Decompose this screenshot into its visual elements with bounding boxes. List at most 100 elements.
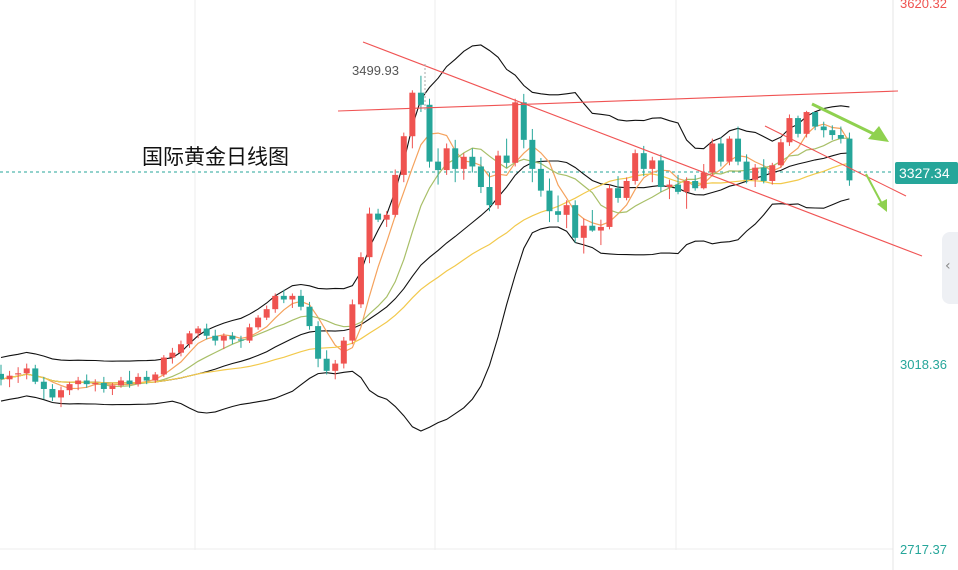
candle-body [92, 382, 99, 385]
candle-body [349, 304, 356, 341]
candle-body [297, 295, 304, 307]
candle-body [443, 148, 450, 171]
candle-body [280, 295, 287, 300]
current-price-label: 3327.34 [899, 165, 950, 181]
candle-body [717, 143, 724, 162]
side-panel-toggle[interactable]: ‹ [942, 232, 958, 304]
candle-body [615, 188, 622, 198]
chart-title: 国际黄金日线图 [142, 145, 289, 169]
candle-body [255, 317, 262, 328]
candle-body [195, 328, 202, 334]
candle-body [529, 139, 536, 169]
candle-body [597, 226, 604, 231]
high-annotation: 3499.93 [352, 63, 399, 78]
candle-body [735, 138, 742, 162]
candle-body [709, 143, 716, 173]
forecast-arrows [811, 102, 889, 212]
candle-body [469, 156, 476, 167]
chart-grid [0, 0, 894, 570]
candle-body [512, 102, 519, 163]
candle-body [460, 156, 467, 169]
candle-body [332, 363, 339, 371]
candle-body [100, 382, 107, 389]
candle-body [666, 184, 673, 188]
candle-body [0, 373, 4, 380]
candle-body [752, 167, 759, 180]
candle-body [537, 168, 544, 191]
candle-body [606, 188, 613, 227]
candle-body [152, 374, 159, 381]
candle-body [57, 390, 64, 398]
candle-body [306, 306, 313, 327]
candle-body [186, 333, 193, 345]
candle-body [786, 118, 793, 143]
candle-body [392, 174, 399, 215]
candle-body [383, 214, 390, 220]
candle-body [323, 358, 330, 371]
candle-body [657, 160, 664, 188]
resistance-trendline [362, 41, 923, 257]
candle-body [160, 357, 167, 375]
candle-body [820, 126, 827, 131]
candle-body [6, 375, 13, 380]
candle-body [75, 380, 82, 385]
candle-body [15, 373, 22, 375]
ma5-line [0, 123, 850, 390]
candle-body [546, 190, 553, 212]
candle-body [49, 388, 56, 398]
y-tick-label: 3018.36 [900, 357, 947, 372]
candles [0, 75, 853, 408]
candle-body [32, 368, 39, 382]
candle-body [366, 213, 373, 258]
candle-body [846, 138, 853, 181]
candle-body [23, 368, 30, 374]
arrowhead [868, 126, 889, 142]
candle-body [83, 380, 90, 385]
arrowhead [877, 199, 887, 212]
moving-averages [0, 123, 850, 390]
axis-labels: 3620.32 3018.36 2717.37 [900, 0, 947, 557]
candle-body [829, 130, 836, 136]
candle-body [409, 92, 416, 137]
trend-lines [337, 41, 923, 257]
candle-body [143, 376, 150, 381]
candle-body [452, 148, 459, 169]
candle-body [229, 335, 236, 340]
candle-body [572, 205, 579, 238]
candle-body [109, 385, 116, 389]
current-price-tag: 3327.34 [895, 162, 958, 184]
candle-body [417, 92, 424, 105]
candle-body [220, 335, 227, 341]
candle-body [177, 344, 184, 353]
candle-body [486, 187, 493, 206]
candle-body [692, 180, 699, 189]
ma30-line [0, 162, 850, 384]
candle-body [795, 118, 802, 134]
candle-body [40, 381, 47, 389]
candle-body [503, 155, 510, 163]
candle-body [803, 112, 810, 134]
candle-body [246, 327, 253, 341]
candle-body [760, 167, 767, 181]
candle-body [640, 153, 647, 169]
candle-body [777, 142, 784, 166]
candle-body [520, 102, 527, 140]
candle-body [675, 184, 682, 192]
candle-body [375, 213, 382, 220]
short-trendline [764, 125, 907, 197]
candle-body [272, 295, 279, 310]
candle-body [263, 309, 270, 318]
candle-body [66, 384, 73, 391]
y-tick-label: 3620.32 [900, 0, 947, 11]
candle-body [632, 153, 639, 181]
y-tick-label: 2717.37 [900, 542, 947, 557]
candle-body [435, 161, 442, 171]
candle-body [555, 211, 562, 215]
candle-body [812, 112, 819, 127]
candle-body [289, 295, 296, 300]
candle-body [357, 257, 364, 305]
candle-body [477, 166, 484, 188]
candle-body [117, 380, 124, 386]
candle-body [212, 335, 219, 341]
candle-body [589, 225, 596, 231]
